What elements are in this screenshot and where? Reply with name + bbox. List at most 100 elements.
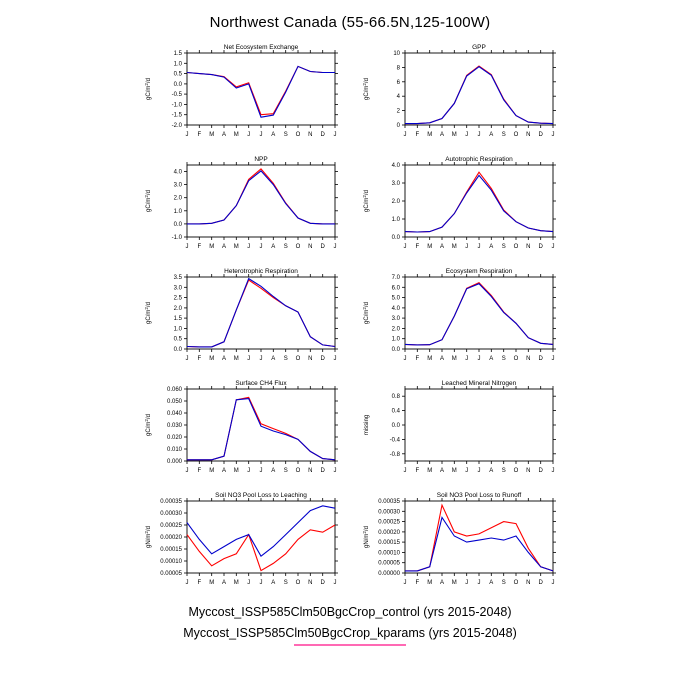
x-tick-label: A (440, 132, 444, 138)
x-tick-label: A (489, 356, 493, 362)
chart-title: Leached Mineral Nitrogen (442, 380, 517, 387)
y-tick-label: 0.040 (167, 411, 183, 417)
x-tick-label: J (552, 468, 555, 474)
x-tick-label: J (465, 132, 468, 138)
series-line-kparams (186, 65, 335, 118)
x-tick-label: J (260, 468, 263, 474)
x-tick-label: J (247, 132, 250, 138)
chart-canvas: Soil NO3 Pool Loss to Leaching 0.00035 0.0… (144, 492, 338, 586)
x-tick-label: J (247, 356, 250, 362)
y-tick-label: 5.0 (392, 296, 401, 302)
x-tick-label: S (502, 132, 506, 138)
chart-title: Soil NO3 Pool Loss to Leaching (215, 492, 307, 499)
x-tick-label: M (427, 580, 432, 586)
y-tick-label: 4.0 (174, 170, 183, 176)
x-tick-label: J (247, 580, 250, 586)
x-tick-label: J (478, 468, 481, 474)
chart-panel-soil-no3-loss-leaching: Soil NO3 Pool Loss to Leaching 0.00035 0.0… (141, 489, 341, 589)
y-tick-label: 0.00015 (378, 540, 400, 546)
y-tick-label: 0.8 (392, 394, 401, 400)
x-tick-label: D (539, 468, 544, 474)
x-tick-label: O (296, 468, 301, 474)
y-tick-label: 0.00010 (378, 550, 400, 556)
y-tick-label: 0.00035 (378, 499, 400, 505)
y-tick-label: 0.5 (174, 337, 183, 343)
series-line-kparams (187, 170, 335, 225)
x-tick-label: N (526, 244, 530, 250)
series-line-kparams (405, 66, 554, 125)
y-tick-label: 0.00005 (160, 571, 182, 577)
x-tick-label: O (296, 132, 301, 138)
y-tick-label: 0.00010 (160, 559, 182, 565)
y-tick-label: 0.010 (167, 447, 183, 453)
x-tick-label: A (271, 580, 275, 586)
x-tick-label: J (552, 580, 555, 586)
series-line-kparams (187, 398, 336, 461)
y-tick-label: 0.050 (167, 399, 183, 405)
y-tick-label: 6 (397, 80, 401, 86)
x-tick-label: A (440, 244, 444, 250)
chart-title: Autotrophic Respiration (445, 156, 513, 163)
y-tick-label: 0.00030 (378, 509, 400, 515)
x-tick-label: D (321, 468, 326, 474)
y-tick-label: 8 (397, 65, 401, 71)
y-tick-label: -0.5 (172, 92, 183, 98)
y-tick-label: -1.0 (172, 235, 183, 241)
x-tick-label: S (284, 356, 288, 362)
legend-entry-kparams: Myccost_ISSP585Clm50BgcCrop_kparams (yrs… (0, 626, 700, 646)
x-tick-label: S (502, 580, 506, 586)
chart-panel-surface-ch4-flux: Surface CH4 Flux 0.060 0.050 0.040 0.030 0.02… (141, 377, 341, 477)
x-tick-label: N (308, 356, 312, 362)
y-tick-label: 0.00025 (378, 520, 400, 526)
x-tick-label: M (427, 244, 432, 250)
series-line-kparams (404, 174, 554, 233)
y-tick-label: 0.060 (167, 387, 183, 393)
y-tick-label: -1.5 (172, 113, 183, 119)
y-tick-label: 0.00020 (160, 535, 182, 541)
x-tick-label: J (404, 580, 407, 586)
x-tick-label: J (465, 244, 468, 250)
y-tick-label: 1.0 (392, 337, 401, 343)
y-tick-label: 7.0 (392, 275, 401, 281)
y-tick-label: 3.0 (392, 181, 401, 187)
x-tick-label: J (247, 468, 250, 474)
y-tick-label: 0.020 (167, 435, 183, 441)
x-tick-label: O (296, 244, 301, 250)
series-line-kparams (404, 283, 554, 346)
chart-title: Soil NO3 Pool Loss to Runoff (437, 492, 522, 499)
x-tick-label: N (526, 356, 530, 362)
x-tick-label: N (526, 132, 530, 138)
y-tick-label: 0.00020 (378, 530, 400, 536)
y-tick-label: 0.00025 (160, 523, 182, 529)
y-tick-label: 2.5 (174, 296, 183, 302)
chart-title: Net Ecosystem Exchange (224, 44, 299, 51)
x-tick-label: D (321, 132, 326, 138)
x-tick-label: F (197, 468, 201, 474)
x-tick-label: S (284, 468, 288, 474)
x-tick-label: F (197, 244, 201, 250)
x-tick-label: D (539, 244, 544, 250)
y-tick-label: 0.4 (392, 409, 401, 415)
x-tick-label: J (478, 132, 481, 138)
x-tick-label: A (271, 468, 275, 474)
x-tick-label: A (489, 468, 493, 474)
x-tick-label: M (427, 356, 432, 362)
x-tick-label: J (478, 356, 481, 362)
y-tick-label: 0.000 (167, 459, 183, 465)
x-tick-label: J (552, 244, 555, 250)
x-tick-label: A (271, 132, 275, 138)
x-tick-label: D (539, 356, 544, 362)
y-axis-label: gC/m2/d (144, 414, 152, 436)
x-tick-label: J (465, 356, 468, 362)
x-tick-label: J (260, 356, 263, 362)
x-tick-label: A (222, 244, 226, 250)
x-tick-label: J (404, 356, 407, 362)
y-tick-label: 1.5 (174, 316, 183, 322)
x-tick-label: M (452, 132, 457, 138)
x-tick-label: O (514, 356, 519, 362)
x-tick-label: J (186, 580, 189, 586)
